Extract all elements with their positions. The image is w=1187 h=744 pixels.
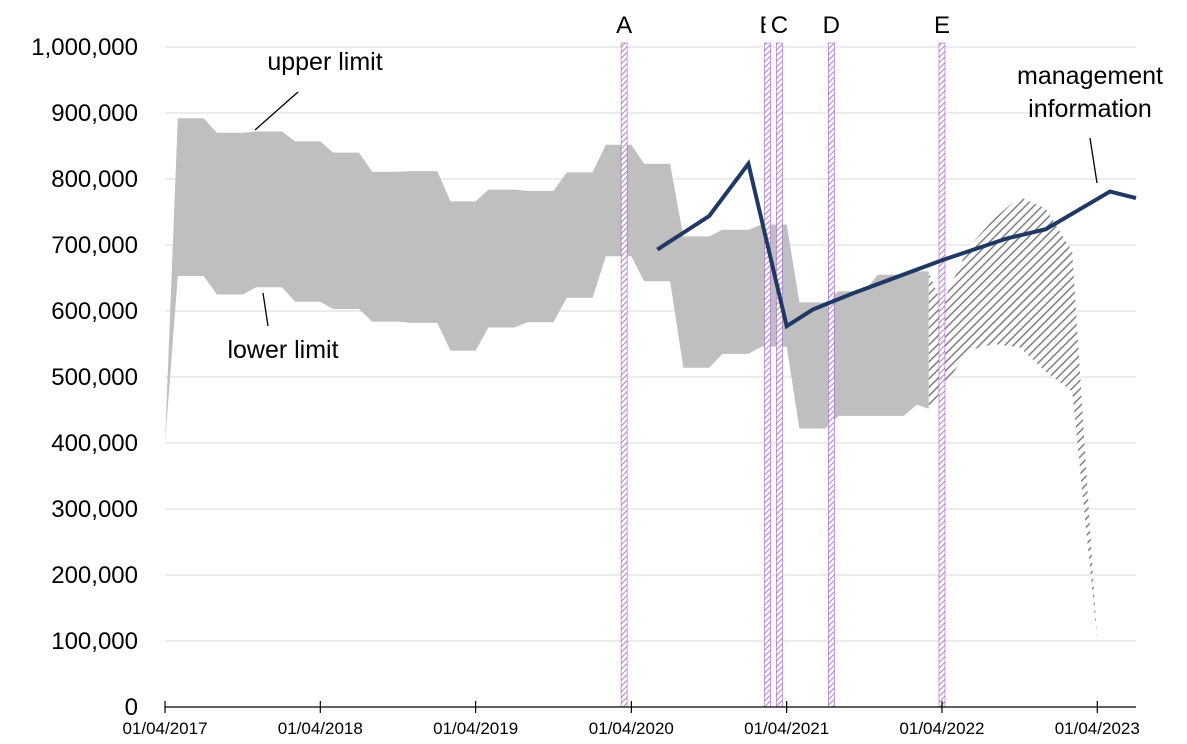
x-tick-label: 01/04/2018 (278, 719, 363, 738)
y-tick-label: 1,000,000 (31, 34, 138, 61)
annotation-lower-limit-leader (262, 292, 269, 327)
y-tick-label: 0 (125, 694, 138, 721)
marker-label-background (765, 2, 794, 42)
marker-line-d (828, 42, 835, 708)
x-tick-label: 01/04/2020 (589, 719, 674, 738)
marker-line-c (776, 42, 783, 708)
y-tick-label: 200,000 (51, 562, 138, 589)
forecast-hatched-band (928, 196, 1098, 642)
marker-line-b (764, 42, 771, 708)
annotation-management-information-line: management (1017, 62, 1163, 90)
y-tick-label: 100,000 (51, 628, 138, 655)
annotation-management-information-leader (1089, 137, 1098, 184)
y-tick-label: 700,000 (51, 232, 138, 259)
annotation-management-information-line: information (1028, 95, 1152, 123)
series-lines (656, 159, 1137, 330)
x-tick-label: 01/04/2017 (122, 719, 207, 738)
y-tick-label: 900,000 (51, 100, 138, 127)
marker-label-background (817, 2, 846, 42)
y-tick-label: 300,000 (51, 496, 138, 523)
marker-line-e (938, 42, 946, 708)
y-tick-label: 400,000 (51, 430, 138, 457)
marker-label-a: A (616, 12, 632, 39)
marker-label-c: C (771, 12, 788, 39)
series-line-management-information (656, 159, 1137, 330)
annotation-lower-limit: lower limit (227, 336, 338, 364)
vertical-markers: ABCDE (610, 2, 956, 708)
marker-label-background (927, 2, 956, 42)
x-tick-label: 01/04/2023 (1055, 719, 1140, 738)
y-tick-label: 800,000 (51, 166, 138, 193)
y-tick-label: 600,000 (51, 298, 138, 325)
annotation-upper-limit-leader (254, 91, 299, 131)
axes: 0 100,000 200,000 300,000 400,000 500,000 600,… (31, 34, 1140, 738)
annotation-upper-limit: upper limit (267, 48, 382, 76)
marker-label-e: E (934, 12, 950, 39)
marker-label-background (610, 2, 639, 42)
y-tick-label: 500,000 (51, 364, 138, 391)
marker-line-a (620, 42, 628, 708)
annotations: upper limit lower limit management informat… (227, 48, 1163, 364)
limit-bands (165, 118, 1098, 642)
marker-label-d: D (823, 12, 840, 39)
x-tick-label: 01/04/2021 (744, 719, 829, 738)
x-tick-label: 01/04/2022 (899, 719, 984, 738)
x-tick-label: 01/04/2019 (433, 719, 518, 738)
confidence-band (165, 118, 929, 444)
